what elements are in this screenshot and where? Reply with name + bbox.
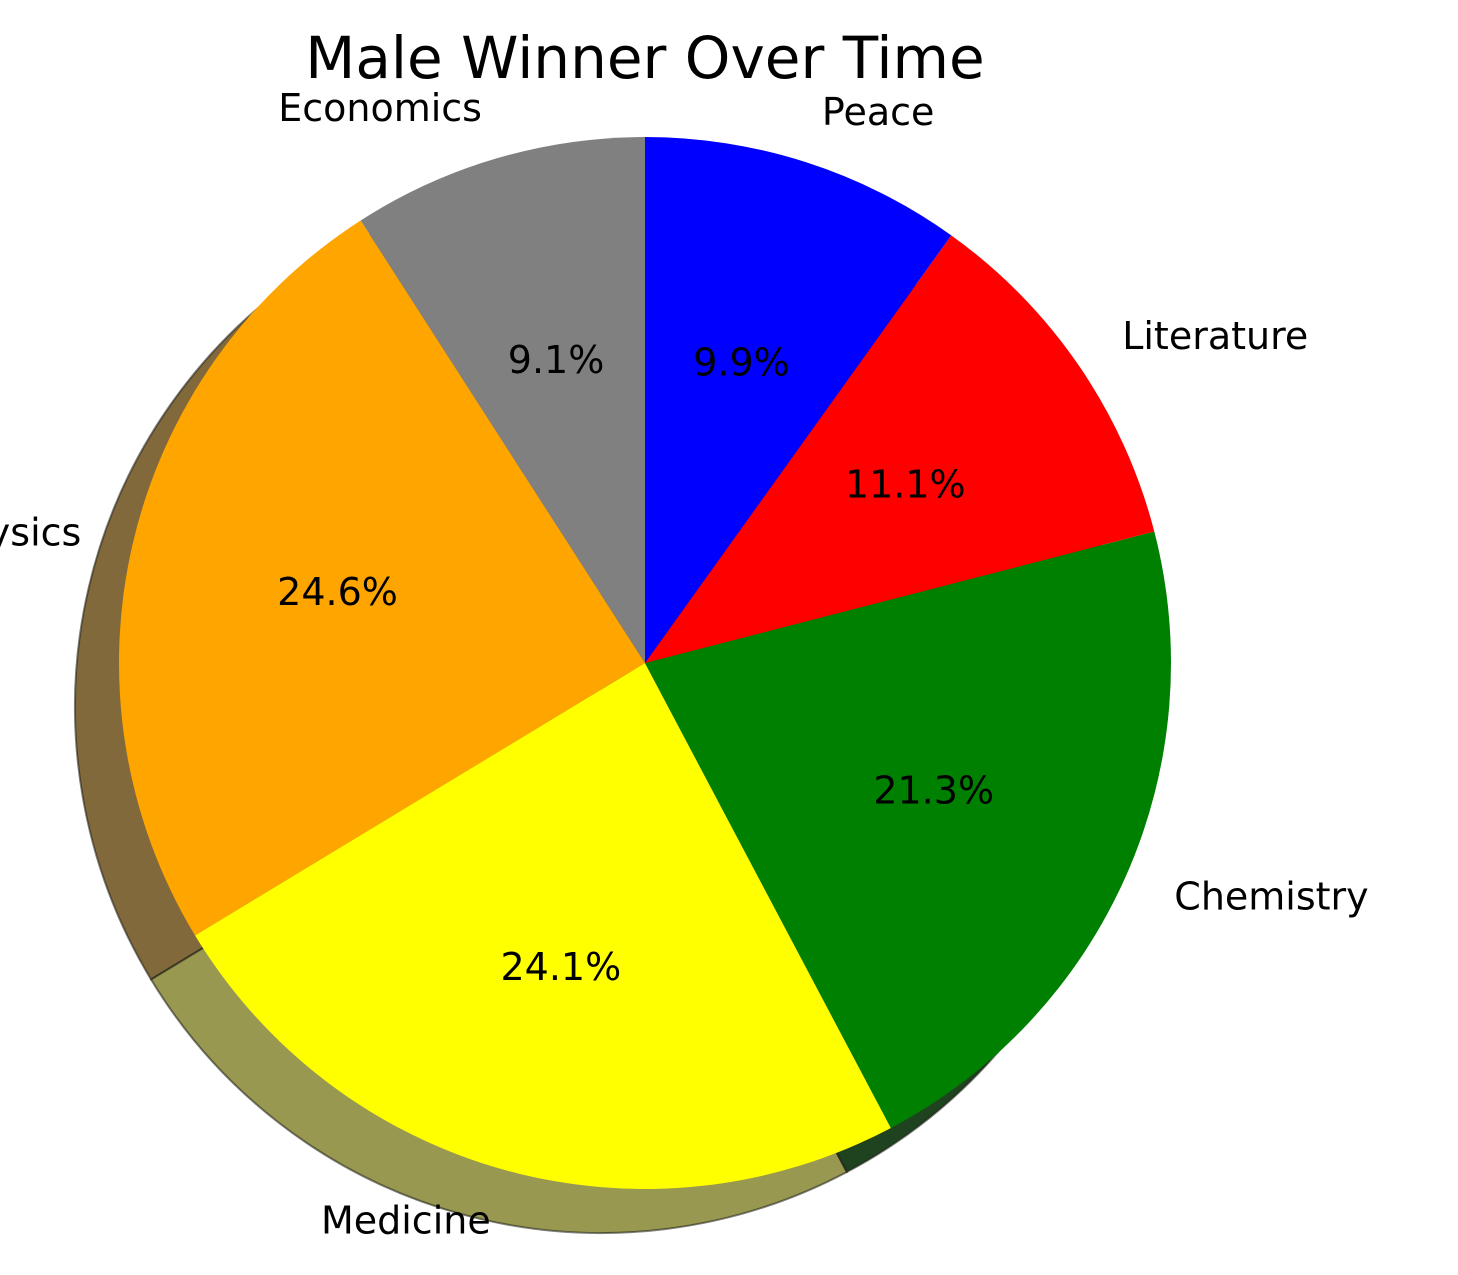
pie-slice-peace bbox=[645, 137, 952, 663]
slice-percent-peace: 9.9% bbox=[693, 341, 790, 385]
slice-label-literature: Literature bbox=[1122, 314, 1308, 358]
slice-percent-medicine: 24.1% bbox=[500, 945, 621, 989]
chart-title: Male Winner Over Time bbox=[305, 24, 984, 92]
pie-labels: 9.1% Economics 24.6% Physics 24.1% Medicine 21… bbox=[0, 86, 1369, 1243]
slice-label-physics: Physics bbox=[0, 510, 81, 554]
slice-label-medicine: Medicine bbox=[321, 1199, 491, 1243]
pie-slice-physics bbox=[118, 220, 645, 936]
slice-percent-economics: 9.1% bbox=[508, 338, 605, 382]
slice-percent-chemistry: 21.3% bbox=[873, 768, 994, 812]
slice-label-peace: Peace bbox=[822, 90, 935, 134]
pie-slices bbox=[118, 137, 1171, 1189]
pie-slice-chemistry bbox=[645, 531, 1171, 1128]
slice-label-economics: Economics bbox=[278, 86, 482, 130]
pie-slice-medicine bbox=[195, 663, 891, 1189]
slice-percent-physics: 24.6% bbox=[277, 570, 398, 614]
slice-label-chemistry: Chemistry bbox=[1174, 875, 1368, 919]
pie-slice-literature bbox=[645, 235, 1155, 663]
pie-slice-economics bbox=[360, 137, 645, 663]
slice-percent-literature: 11.1% bbox=[845, 463, 966, 507]
